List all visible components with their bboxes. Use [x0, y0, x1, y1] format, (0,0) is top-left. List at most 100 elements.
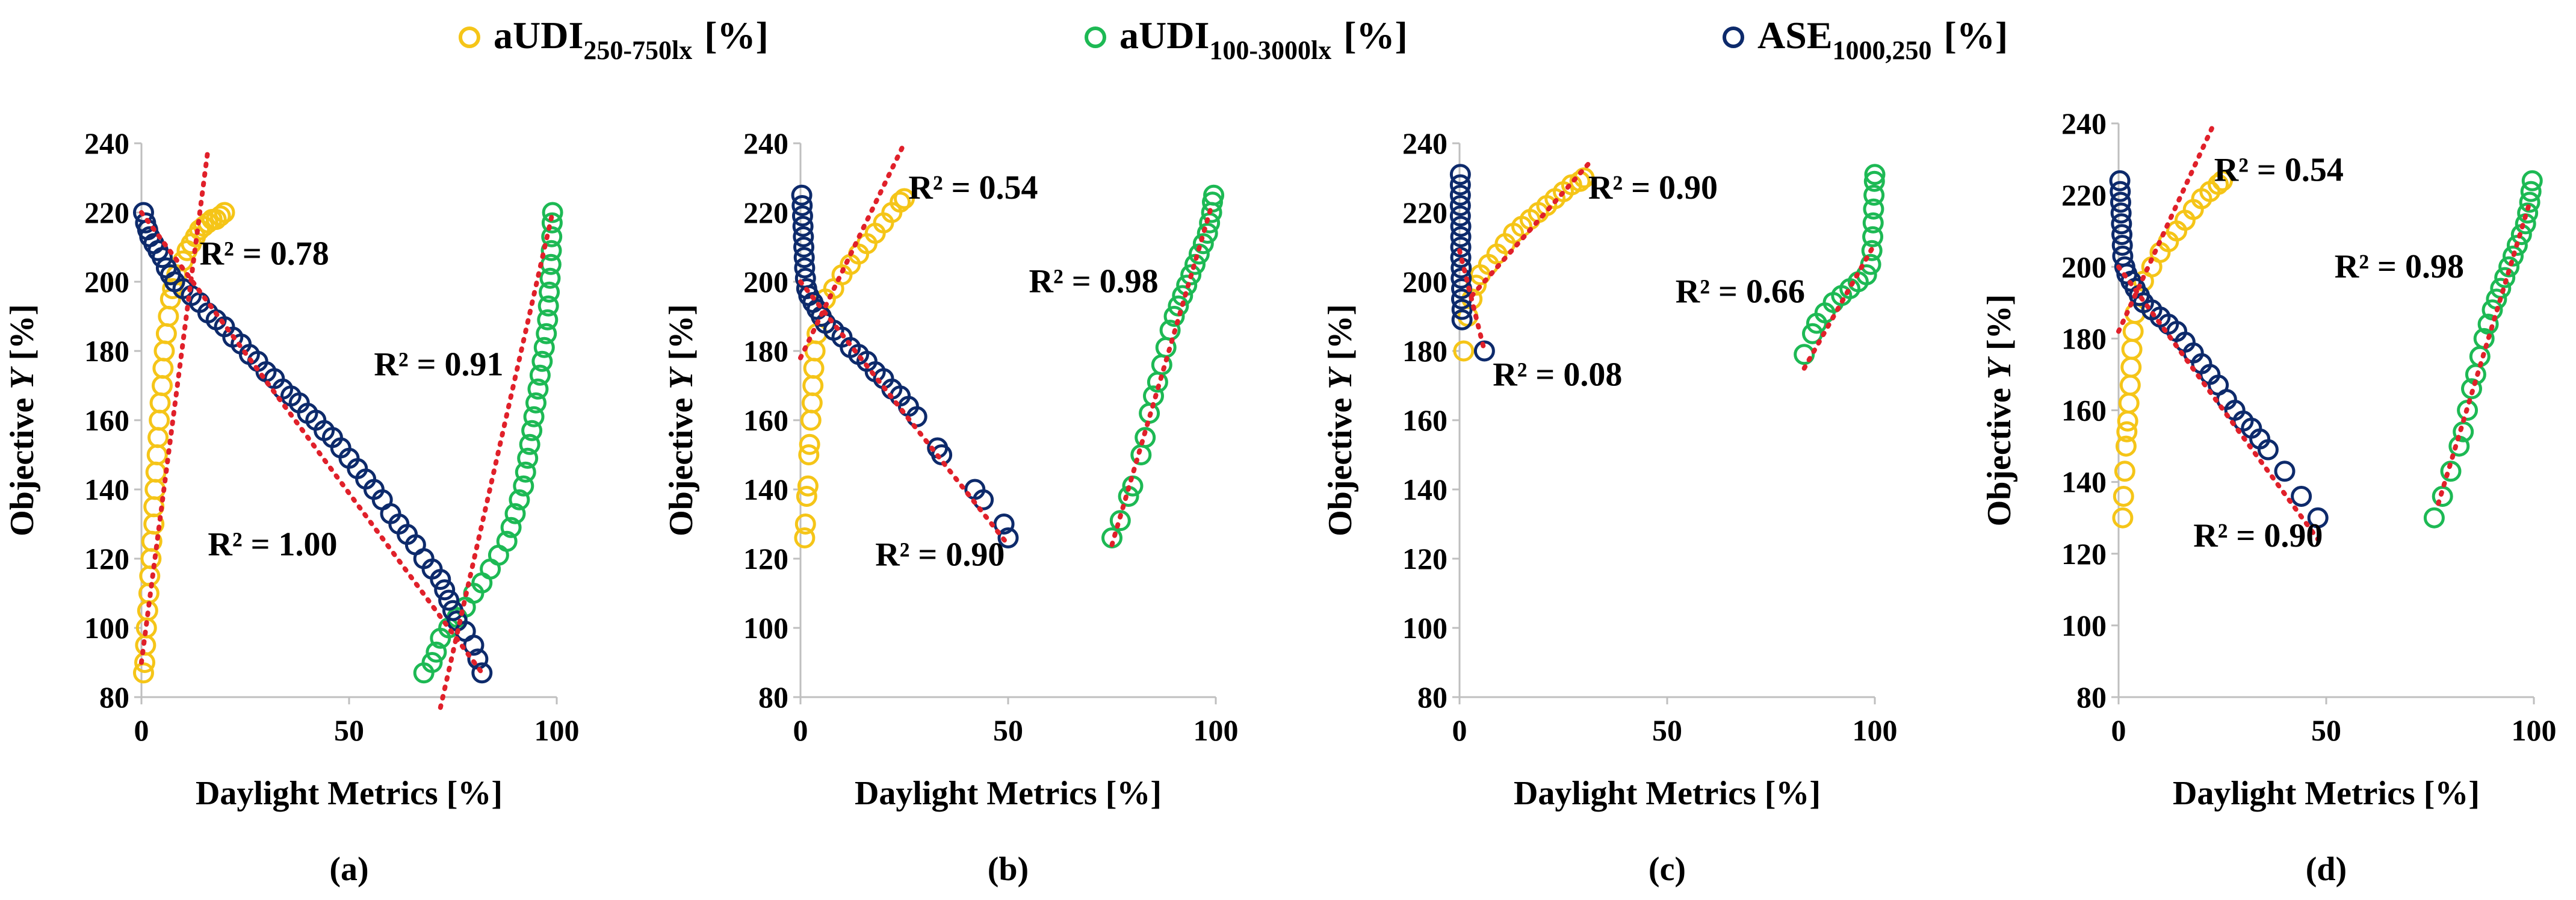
- point-aUDI100: [531, 350, 553, 372]
- point-ASE: [793, 237, 815, 258]
- point-aUDI250: [2118, 393, 2140, 414]
- point-aUDI100: [2477, 314, 2499, 335]
- legend-item-aUDI100: aUDI100-3000lx [%]: [1085, 14, 1408, 65]
- panel-3: 80 100 120 140 160 180 200 220 240 0 50 100 Daylight…: [1322, 126, 1898, 888]
- point-ASE: [1451, 267, 1472, 289]
- r-squared-label: R² = 0.66: [1676, 273, 1805, 311]
- r-squared-label: R² = 0.78: [200, 235, 329, 272]
- point-aUDI250: [155, 323, 177, 344]
- point-aUDI100: [525, 392, 546, 414]
- point-aUDI100: [537, 295, 559, 317]
- point-aUDI100: [2519, 191, 2540, 213]
- point-aUDI100: [500, 517, 522, 538]
- point-aUDI250: [794, 514, 816, 535]
- point-ASE: [2109, 170, 2131, 191]
- legend-label-aUDI250: aUDI250-750lx [%]: [494, 14, 769, 65]
- y-tick-label: 180: [1402, 334, 1447, 368]
- point-ASE: [791, 184, 813, 206]
- series-aUDI100: [1794, 164, 1886, 365]
- panel-label: (c): [1649, 851, 1686, 888]
- y-tick-label: 200: [2061, 250, 2107, 284]
- point-ASE: [792, 216, 814, 237]
- r-squared-label: R² = 0.54: [2214, 151, 2344, 188]
- y-tick-label: 140: [743, 473, 788, 506]
- point-ASE: [1451, 309, 1473, 331]
- y-tick-label: 220: [1402, 196, 1447, 229]
- point-aUDI250: [2114, 461, 2135, 482]
- point-ASE: [2110, 191, 2131, 213]
- point-aUDI250: [146, 444, 168, 465]
- point-ASE: [2110, 202, 2132, 224]
- point-aUDI100: [1864, 164, 1886, 185]
- x-axis-label: Daylight Metrics [%]: [196, 775, 503, 812]
- point-ASE: [2307, 507, 2329, 529]
- point-aUDI250: [2120, 356, 2142, 378]
- point-aUDI100: [536, 323, 557, 344]
- point-aUDI100: [513, 475, 534, 497]
- trendline-aUDI100: [1109, 203, 1215, 547]
- y-tick-label: 120: [743, 542, 788, 576]
- point-aUDI250: [1453, 340, 1475, 362]
- point-aUDI100: [515, 461, 536, 483]
- point-ASE: [463, 635, 485, 656]
- point-aUDI100: [523, 406, 545, 427]
- y-tick-label: 240: [743, 126, 788, 160]
- r-squared-label: R² = 1.00: [208, 526, 337, 563]
- panel-label: (d): [2306, 851, 2347, 888]
- point-aUDI100: [1794, 344, 1815, 365]
- point-aUDI100: [2521, 170, 2543, 191]
- point-aUDI250: [2119, 374, 2141, 396]
- point-aUDI250: [801, 392, 823, 414]
- point-ASE: [1451, 299, 1473, 320]
- x-tick-label: 0: [1452, 713, 1467, 747]
- point-aUDI250: [153, 340, 175, 362]
- y-tick-label: 180: [84, 334, 129, 368]
- trendline-aUDI100: [2436, 200, 2533, 506]
- trendline-aUDI250: [139, 147, 211, 665]
- point-aUDI250: [2115, 435, 2137, 457]
- point-aUDI100: [539, 281, 560, 303]
- r-squared-label: R² = 0.90: [2193, 517, 2323, 554]
- panel-1: 80 100 120 140 160 180 200 220 240 0 50 100 Daylight…: [4, 126, 580, 888]
- y-tick-label: 240: [84, 126, 129, 160]
- point-aUDI100: [1109, 510, 1131, 532]
- point-aUDI250: [2121, 338, 2143, 360]
- y-tick-label: 160: [84, 403, 129, 437]
- point-aUDI250: [209, 205, 231, 227]
- point-aUDI250: [798, 444, 820, 465]
- point-aUDI100: [1863, 170, 1885, 192]
- y-tick-label: 220: [84, 196, 129, 229]
- point-ASE: [2111, 213, 2132, 235]
- point-aUDI100: [496, 530, 518, 552]
- point-ASE: [2110, 181, 2131, 202]
- point-ASE: [794, 257, 816, 279]
- r-squared-label: R² = 0.90: [1588, 169, 1718, 206]
- trendline-aUDI250: [798, 141, 907, 361]
- point-ASE: [997, 527, 1019, 548]
- y-tick-label: 80: [99, 680, 129, 714]
- point-aUDI250: [890, 191, 911, 213]
- point-aUDI250: [149, 392, 171, 414]
- y-tick-label: 160: [743, 403, 788, 437]
- series-ASE: [1449, 164, 1495, 362]
- y-tick-label: 220: [2061, 178, 2107, 212]
- point-aUDI100: [2461, 378, 2482, 400]
- point-aUDI100: [1862, 226, 1884, 247]
- point-aUDI100: [541, 212, 563, 234]
- point-aUDI250: [794, 527, 816, 548]
- point-aUDI100: [426, 641, 447, 663]
- point-ASE: [1449, 205, 1471, 227]
- x-tick-label: 100: [1194, 713, 1239, 747]
- point-ASE: [2274, 461, 2296, 482]
- point-ASE: [1450, 226, 1472, 247]
- trendline-aUDI250: [2116, 121, 2217, 334]
- y-tick-label: 100: [84, 611, 129, 645]
- point-ASE: [430, 569, 451, 590]
- y-tick-label: 80: [2076, 680, 2107, 714]
- legend-marker-aUDI100: [1085, 26, 1106, 48]
- x-tick-label: 50: [2311, 713, 2341, 747]
- y-axis-label: Objective Y [%]: [663, 304, 700, 536]
- y-tick-label: 100: [1402, 611, 1447, 645]
- point-aUDI100: [517, 447, 539, 469]
